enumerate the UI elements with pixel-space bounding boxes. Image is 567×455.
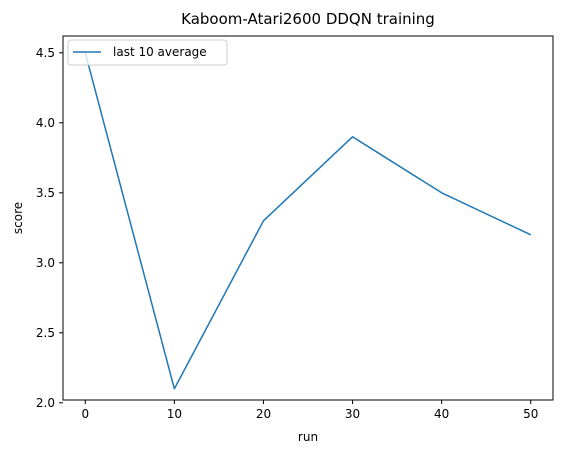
x-tick-label: 10 bbox=[167, 407, 182, 421]
x-tick-label: 50 bbox=[523, 407, 538, 421]
plot-area: 0 10 20 30 40 50 2.0 2.5 3.0 3.5 4.0 4.5 bbox=[36, 35, 554, 421]
legend-label: last 10 average bbox=[113, 45, 207, 59]
series-line-0 bbox=[84, 52, 532, 390]
x-tick-label: 40 bbox=[434, 407, 449, 421]
x-axis-label: run bbox=[298, 430, 318, 444]
x-tick-label: 30 bbox=[345, 407, 360, 421]
x-axis-ticks: 0 10 20 30 40 50 bbox=[81, 400, 538, 421]
y-axis-ticks: 2.0 2.5 3.0 3.5 4.0 4.5 bbox=[36, 46, 63, 410]
y-axis-label: score bbox=[11, 202, 25, 234]
series-layer bbox=[84, 52, 532, 390]
legend: last 10 average bbox=[67, 39, 228, 66]
y-tick-label: 2.0 bbox=[36, 396, 55, 410]
plot-frame bbox=[62, 35, 554, 401]
legend-box bbox=[67, 39, 228, 66]
y-tick-label: 3.5 bbox=[36, 186, 55, 200]
y-tick-label: 4.5 bbox=[36, 46, 55, 60]
chart-title: Kaboom-Atari2600 DDQN training bbox=[181, 10, 435, 28]
x-tick-label: 0 bbox=[81, 407, 89, 421]
y-tick-label: 2.5 bbox=[36, 326, 55, 340]
y-tick-label: 4.0 bbox=[36, 116, 55, 130]
x-tick-label: 20 bbox=[256, 407, 271, 421]
y-tick-label: 3.0 bbox=[36, 256, 55, 270]
